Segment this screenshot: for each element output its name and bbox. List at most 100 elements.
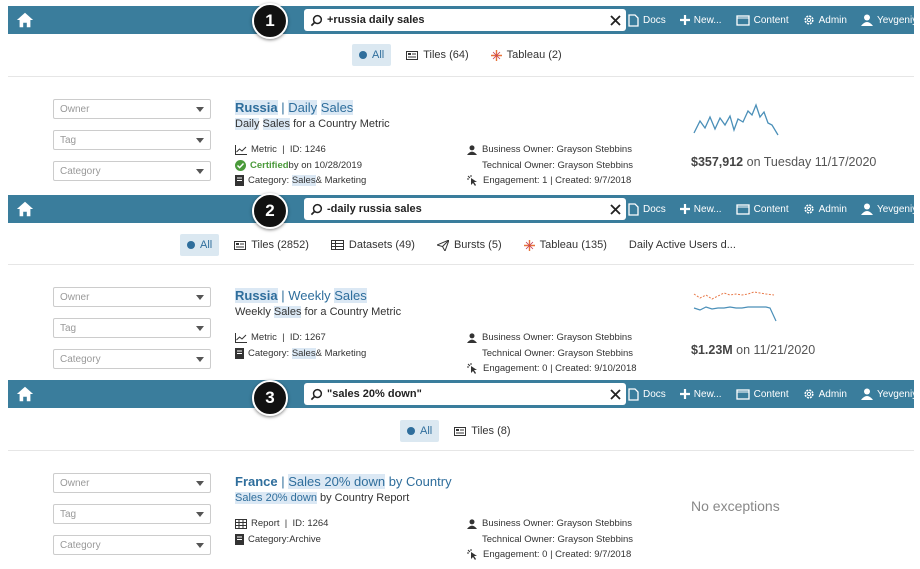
home-icon[interactable] (16, 11, 34, 29)
dot-icon (359, 51, 367, 59)
nav-new[interactable]: New... (679, 203, 722, 215)
nav-user[interactable]: Yevgeniya (860, 14, 920, 26)
clear-search-button[interactable] (604, 198, 626, 220)
result-type: Report (251, 518, 280, 530)
technical-owner: Technical Owner: Grayson Stebbins (482, 533, 634, 545)
home-icon[interactable] (16, 385, 34, 403)
nav-admin[interactable]: Admin (803, 203, 847, 215)
search-panel-1: +russia daily sales Docs New... Content … (0, 0, 920, 190)
result-title-link[interactable]: France | Sales 20% down by Country (235, 474, 655, 489)
chevron-down-icon (196, 511, 204, 517)
category-select[interactable]: Category (53, 535, 211, 555)
close-icon (609, 14, 621, 26)
tab-tableau[interactable]: Tableau (2) (484, 44, 569, 66)
nav-content[interactable]: Content (735, 389, 789, 400)
result-type-tabs: All Tiles (64) Tableau (2) (352, 44, 920, 66)
tab-all[interactable]: All (352, 44, 392, 66)
document-icon (628, 387, 639, 401)
business-owner: Business Owner: Grayson Stebbins (482, 332, 632, 344)
search-input[interactable]: "sales 20% down" (304, 383, 626, 405)
nav-content[interactable]: Content (735, 15, 789, 26)
chevron-down-icon (196, 294, 204, 300)
tab-tableau[interactable]: Tableau (135) (517, 234, 614, 256)
category-select[interactable]: Category (53, 161, 211, 181)
result-type-tabs: All Tiles (8) (400, 420, 920, 442)
value-amount: $1.23M (691, 343, 733, 357)
clear-search-button[interactable] (604, 383, 626, 405)
folder-icon (735, 203, 750, 215)
result-description: Sales 20% down by Country Report (235, 492, 655, 504)
dot-icon (187, 241, 195, 249)
nav-content[interactable]: Content (735, 203, 789, 215)
desc-term-sales: Sales (273, 306, 302, 318)
chevron-down-icon (196, 106, 204, 112)
tab-tiles-label: Tiles (2852) (251, 239, 309, 251)
nav-admin-label: Admin (818, 388, 847, 400)
tiles-icon (454, 426, 467, 436)
search-input[interactable]: +russia daily sales (304, 9, 626, 31)
tab-dau-label: Daily Active Users d... (628, 239, 736, 251)
nav-docs[interactable]: Docs (628, 13, 666, 27)
nav-docs[interactable]: Docs (628, 387, 666, 401)
nav-menu: Docs New... Content Admin Yevgeniya (628, 6, 920, 34)
category-rest: & Marketing (315, 347, 367, 359)
tab-tiles[interactable]: Tiles (8) (447, 420, 517, 442)
tab-bursts[interactable]: Bursts (5) (430, 234, 509, 256)
search-input[interactable]: -daily russia sales (304, 198, 626, 220)
nav-new-label: New... (693, 203, 722, 215)
nav-admin[interactable]: Admin (803, 388, 847, 400)
owner-select[interactable]: Owner (53, 99, 211, 119)
tiles-icon (234, 240, 247, 250)
nav-docs[interactable]: Docs (628, 202, 666, 216)
search-icon (310, 203, 323, 215)
value-amount: $357,912 (691, 155, 744, 169)
result-meta: Report | ID: 1264 Category: Archive (235, 516, 328, 547)
tag-select-label: Tag (60, 134, 77, 146)
no-exceptions-label: No exceptions (691, 498, 780, 514)
owner-select-label: Owner (60, 291, 90, 303)
user-icon (467, 145, 477, 155)
nav-admin[interactable]: Admin (803, 14, 847, 26)
chevron-down-icon (196, 542, 204, 548)
result-title-link[interactable]: Russia | Weekly Sales (235, 288, 655, 303)
title-rest: by Country (385, 474, 452, 489)
title-term-daily: Daily (288, 100, 318, 115)
owner-select-label: Owner (60, 103, 90, 115)
tab-all[interactable]: All (400, 420, 440, 442)
desc-term-sales: Sales (262, 118, 291, 130)
nav-new[interactable]: New... (679, 14, 722, 26)
tag-select[interactable]: Tag (53, 504, 211, 524)
category-select[interactable]: Category (53, 349, 211, 369)
plus-icon (679, 204, 690, 214)
clear-search-button[interactable] (604, 9, 626, 31)
engagement: Engagement: 1 | Created: 9/7/2018 (483, 175, 632, 187)
title-country: France (235, 474, 278, 489)
certified-label: Certified (250, 159, 289, 171)
line-chart-icon (235, 144, 247, 155)
nav-menu: Docs New... Content Admin Yevgeniya (628, 380, 920, 408)
tab-tiles[interactable]: Tiles (2852) (227, 234, 316, 256)
result-title-link[interactable]: Russia | Daily Sales (235, 100, 655, 115)
nav-new[interactable]: New... (679, 389, 722, 400)
desc-term-weekly: Weekly (235, 306, 274, 318)
tab-datasets[interactable]: Datasets (49) (324, 234, 422, 256)
result-type: Metric (251, 144, 277, 156)
tab-tiles-label: Tiles (64) (423, 49, 469, 61)
engagement: Engagement: 0 | Created: 9/10/2018 (483, 363, 637, 375)
certified-date: by on 10/28/2019 (288, 159, 362, 171)
nav-new-label: New... (693, 14, 722, 26)
owner-select[interactable]: Owner (53, 287, 211, 307)
nav-user[interactable]: Yevgeniya (860, 203, 920, 215)
sparkline-target-series (693, 291, 775, 300)
nav-user[interactable]: Yevgeniya (860, 388, 920, 400)
result-description: Daily Sales for a Country Metric (235, 118, 655, 130)
tab-tiles-label: Tiles (8) (471, 425, 511, 437)
tag-select[interactable]: Tag (53, 318, 211, 338)
tab-tiles[interactable]: Tiles (64) (399, 44, 475, 66)
dot-icon (407, 427, 415, 435)
tag-select[interactable]: Tag (53, 130, 211, 150)
tab-all[interactable]: All (180, 234, 220, 256)
tab-daily-active-users[interactable]: Daily Active Users d... (622, 234, 743, 256)
owner-select[interactable]: Owner (53, 473, 211, 493)
home-icon[interactable] (16, 200, 34, 218)
